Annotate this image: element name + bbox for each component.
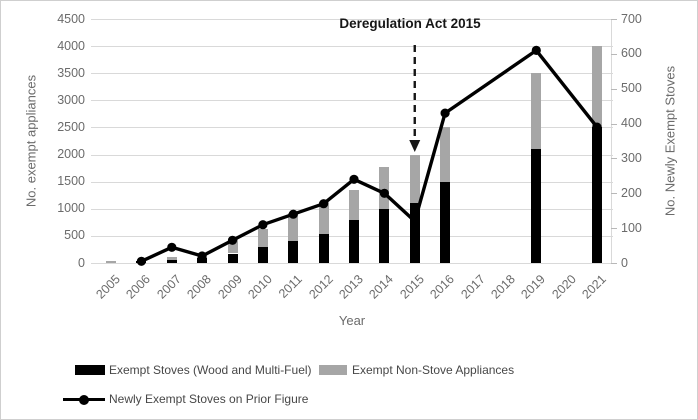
y-axis-left-title: No. exempt appliances xyxy=(23,74,39,208)
y-axis-right-tick-label: 400 xyxy=(621,116,642,131)
bar-exempt-stoves xyxy=(379,208,390,263)
bar-non-stove-appliances xyxy=(409,154,420,204)
bar-exempt-stoves xyxy=(197,257,208,263)
y-axis-right-tick xyxy=(611,53,617,55)
annotation-arrowhead-icon xyxy=(409,140,421,152)
bar-non-stove-appliances xyxy=(288,212,299,242)
line-marker xyxy=(440,108,450,118)
bar-exempt-stoves xyxy=(257,246,268,263)
y-axis-right-tick-label: 600 xyxy=(621,46,642,61)
bar-non-stove-appliances xyxy=(349,189,359,221)
y-axis-right-line xyxy=(611,19,612,263)
y-axis-right-tick xyxy=(611,88,617,90)
y-axis-left-tick-label: 1000 xyxy=(57,201,85,216)
legend-marker-dot-icon xyxy=(79,394,89,405)
y-axis-right-tick xyxy=(611,228,617,230)
line-marker xyxy=(167,242,177,252)
y-axis-left-tick-label: 3000 xyxy=(57,92,85,107)
bar-non-stove-appliances xyxy=(106,260,116,263)
y-axis-right-tick-label: 200 xyxy=(621,185,642,200)
y-axis-left-tick-label: 1500 xyxy=(57,174,85,189)
y-axis-right-tick-label: 300 xyxy=(621,150,642,165)
y-axis-left-tick-label: 2500 xyxy=(57,119,85,134)
bar-non-stove-appliances xyxy=(440,127,451,182)
y-axis-left-tick-label: 4500 xyxy=(57,11,85,26)
y-axis-left-tick-label: 4000 xyxy=(57,38,85,53)
y-axis-right-tick-label: 0 xyxy=(621,255,628,270)
legend-label-non-stove-appliances: Exempt Non-Stove Appliances xyxy=(352,363,515,377)
bar-non-stove-appliances xyxy=(318,201,329,234)
line-marker xyxy=(531,45,541,56)
y-axis-right-tick xyxy=(611,19,617,20)
bar-exempt-stoves xyxy=(409,203,420,263)
gridline xyxy=(91,263,613,264)
annotation-deregulation-act: Deregulation Act 2015 xyxy=(339,16,481,31)
bar-non-stove-appliances xyxy=(166,257,177,260)
y-axis-right-title: No. Newly Exempt Stoves xyxy=(662,65,678,217)
legend-label-exempt-stoves: Exempt Stoves (Wood and Multi-Fuel) xyxy=(109,363,312,377)
gridline xyxy=(91,19,613,20)
y-axis-left-tick-label: 3500 xyxy=(57,65,85,80)
y-axis-right-tick-label: 500 xyxy=(621,81,642,96)
legend-label-newly-exempt-line: Newly Exempt Stoves on Prior Figure xyxy=(109,392,309,406)
y-axis-left-tick-label: 0 xyxy=(78,255,85,270)
x-axis-title: Year xyxy=(338,313,366,328)
bar-exempt-stoves xyxy=(166,259,177,263)
y-axis-right-tick-label: 700 xyxy=(621,11,642,26)
bar-non-stove-appliances xyxy=(197,256,208,258)
y-axis-left-tick-label: 2000 xyxy=(57,147,85,162)
y-axis-right-tick xyxy=(611,263,617,264)
bar-exempt-stoves xyxy=(531,149,542,263)
y-axis-right-tick xyxy=(611,158,617,160)
y-axis-right-tick xyxy=(611,193,617,195)
bar-exempt-stoves xyxy=(227,253,238,263)
bar-non-stove-appliances xyxy=(227,238,238,254)
line-newly-exempt-stoves xyxy=(140,48,599,263)
bar-exempt-stoves xyxy=(440,181,451,263)
bar-non-stove-appliances xyxy=(592,46,602,128)
bar-non-stove-appliances xyxy=(257,228,268,247)
bar-exempt-stoves xyxy=(349,220,359,263)
bar-exempt-stoves xyxy=(592,127,602,263)
y-axis-left-tick-label: 500 xyxy=(64,228,85,243)
y-axis-right-tick-label: 100 xyxy=(621,220,642,235)
gridline xyxy=(91,46,613,48)
bar-exempt-stoves xyxy=(288,241,299,263)
legend-swatch-non-stove-appliances xyxy=(319,365,347,375)
bar-non-stove-appliances xyxy=(531,73,542,150)
legend-swatch-exempt-stoves xyxy=(75,365,105,375)
y-axis-right-tick xyxy=(611,123,617,125)
bar-non-stove-appliances xyxy=(379,166,390,209)
bar-exempt-stoves xyxy=(318,233,329,263)
bar-exempt-stoves xyxy=(136,261,147,263)
